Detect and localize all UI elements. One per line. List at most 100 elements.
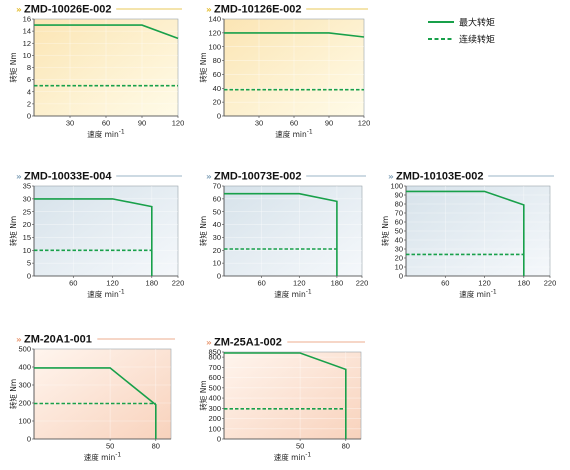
- x-tick-label: 30: [255, 119, 263, 128]
- y-axis-label: 转矩 Nm: [8, 216, 18, 246]
- chart-title-marker: »: [16, 173, 22, 183]
- y-tick-label: 200: [18, 399, 31, 408]
- x-tick-label: 50: [106, 442, 114, 451]
- y-tick-label: 0: [27, 272, 31, 281]
- plot-area: [33, 185, 179, 277]
- chart-2: » ZMD-10126E-002 0 20 40 60 80 100 120 140 30 60 90 1…: [198, 4, 370, 140]
- y-tick-label: 10: [23, 246, 31, 255]
- y-axis-label: 转矩 Nm: [380, 216, 390, 246]
- y-axis-label: 转矩 Nm: [198, 380, 208, 410]
- chart-title-marker: »: [206, 6, 212, 16]
- plot-area: [33, 348, 172, 440]
- y-tick-label: 300: [208, 404, 221, 413]
- x-tick-label: 90: [325, 119, 333, 128]
- chart-title: ZMD-10026E-002: [24, 4, 111, 16]
- y-tick-label: 30: [213, 233, 221, 242]
- chart-title-marker: »: [206, 339, 212, 349]
- y-tick-label: 200: [208, 414, 221, 423]
- y-tick-label: 400: [208, 394, 221, 403]
- y-tick-label: 2: [27, 99, 31, 108]
- y-tick-label: 12: [23, 39, 31, 48]
- y-tick-label: 40: [395, 236, 403, 245]
- y-tick-label: 10: [23, 51, 31, 60]
- legend: 最大转矩 连续转矩: [428, 17, 495, 46]
- chart-6: » ZM-20A1-001 0 100 200 300 400 500 50 80 转矩 Nm 速度 …: [8, 334, 175, 463]
- x-axis-label: 速度 min-1: [459, 289, 497, 300]
- y-tick-label: 30: [395, 245, 403, 254]
- chart-title-marker: »: [388, 173, 394, 183]
- y-tick-label: 90: [395, 191, 403, 200]
- y-tick-label: 500: [18, 345, 31, 354]
- x-tick-label: 60: [257, 279, 265, 288]
- y-tick-label: 0: [399, 272, 403, 281]
- y-tick-label: 120: [208, 28, 221, 37]
- x-tick-label: 60: [441, 279, 449, 288]
- chart-title: ZMD-10073E-002: [214, 171, 301, 183]
- chart-4: » ZMD-10073E-002 0 10 20 30 40 50 60 70 60 120 180 22…: [198, 171, 368, 300]
- y-tick-label: 16: [23, 15, 31, 24]
- series-max-torque: [224, 32, 365, 38]
- chart-title: ZMD-10033E-004: [24, 171, 112, 183]
- x-tick-label: 120: [293, 279, 306, 288]
- x-tick-label: 120: [172, 119, 185, 128]
- x-tick-label: 120: [358, 119, 371, 128]
- y-tick-label: 600: [208, 373, 221, 382]
- y-tick-label: 500: [208, 383, 221, 392]
- y-axis-label: 转矩 Nm: [198, 216, 208, 246]
- x-axis-label: 速度 min-1: [84, 452, 122, 463]
- y-tick-label: 14: [23, 27, 31, 36]
- y-tick-label: 25: [23, 207, 31, 216]
- y-tick-label: 0: [217, 272, 221, 281]
- y-tick-label: 40: [213, 220, 221, 229]
- y-tick-label: 10: [395, 263, 403, 272]
- y-tick-label: 40: [213, 84, 221, 93]
- x-axis-label: 速度 min-1: [274, 452, 312, 463]
- y-tick-label: 100: [18, 417, 31, 426]
- legend-max-torque-label: 最大转矩: [459, 17, 495, 29]
- y-tick-label: 0: [217, 112, 221, 121]
- y-tick-label: 70: [213, 182, 221, 191]
- y-tick-label: 20: [213, 98, 221, 107]
- y-tick-label: 140: [208, 15, 221, 24]
- y-axis-label: 转矩 Nm: [8, 52, 18, 82]
- chart-1: » ZMD-10026E-002 0 2 4 6 8 10 12 14 16 30 60 90 120 转矩 …: [8, 4, 184, 140]
- x-tick-label: 180: [146, 279, 159, 288]
- y-tick-label: 70: [395, 209, 403, 218]
- x-tick-label: 90: [138, 119, 146, 128]
- chart-title: ZMD-10126E-002: [214, 4, 301, 16]
- series-max-torque: [224, 192, 338, 276]
- y-tick-label: 400: [18, 363, 31, 372]
- x-tick-label: 180: [331, 279, 344, 288]
- chart-title-marker: »: [206, 173, 212, 183]
- y-tick-label: 60: [213, 70, 221, 79]
- x-tick-label: 120: [106, 279, 119, 288]
- y-tick-label: 20: [213, 246, 221, 255]
- y-tick-label: 5: [27, 259, 31, 268]
- y-tick-label: 15: [23, 233, 31, 242]
- x-tick-label: 60: [69, 279, 77, 288]
- y-tick-label: 100: [390, 182, 403, 191]
- y-tick-label: 800: [208, 353, 221, 362]
- chart-title: ZM-25A1-002: [214, 337, 282, 349]
- y-tick-label: 80: [213, 56, 221, 65]
- x-tick-label: 220: [356, 279, 369, 288]
- x-tick-label: 80: [152, 442, 160, 451]
- y-tick-label: 30: [23, 194, 31, 203]
- series-max-torque: [34, 24, 179, 40]
- y-tick-label: 100: [208, 42, 221, 51]
- y-tick-label: 100: [208, 424, 221, 433]
- x-tick-label: 220: [544, 279, 557, 288]
- y-tick-label: 0: [27, 112, 31, 121]
- x-axis-label: 速度 min-1: [274, 289, 312, 300]
- y-tick-label: 850: [208, 348, 221, 357]
- y-tick-label: 6: [27, 75, 31, 84]
- chart-title: ZM-20A1-001: [24, 334, 92, 346]
- x-tick-label: 220: [172, 279, 185, 288]
- series-max-torque: [406, 190, 525, 276]
- legend-cont-torque-label: 连续转矩: [459, 34, 495, 46]
- y-tick-label: 8: [27, 63, 31, 72]
- y-tick-label: 60: [395, 218, 403, 227]
